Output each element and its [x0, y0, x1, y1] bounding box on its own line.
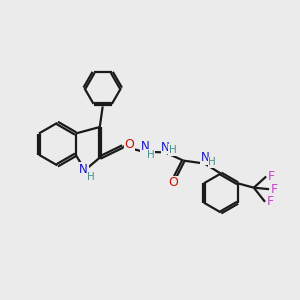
Text: F: F [271, 183, 278, 196]
Text: F: F [267, 195, 274, 208]
Text: H: H [208, 157, 216, 167]
Text: O: O [124, 138, 134, 151]
Text: H: H [87, 172, 95, 182]
Text: O: O [169, 176, 178, 189]
Text: N: N [79, 163, 88, 176]
Text: N: N [141, 140, 149, 153]
Text: N: N [201, 151, 209, 164]
Text: N: N [161, 141, 170, 154]
Text: F: F [268, 170, 275, 183]
Text: H: H [146, 150, 154, 160]
Text: H: H [169, 145, 176, 155]
